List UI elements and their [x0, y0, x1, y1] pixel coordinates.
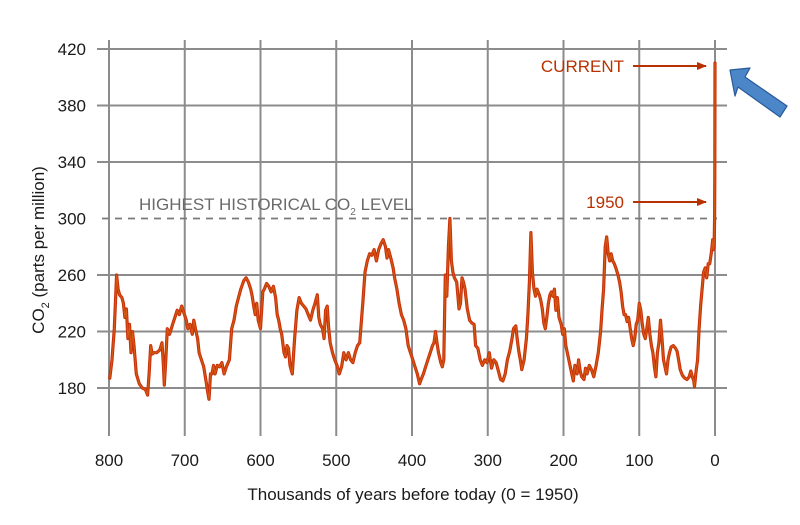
y-axis-ticks: 180 220 260 300 340 380 420 [58, 40, 86, 398]
x-tick-label: 300 [474, 451, 502, 470]
series-group [108, 61, 717, 401]
x-axis-ticks: 800 700 600 500 400 300 200 100 0 [95, 451, 720, 470]
y-tick-label: 340 [58, 153, 86, 172]
annotation-current: CURRENT [541, 57, 624, 76]
x-tick-label: 500 [322, 451, 350, 470]
y-tick-label: 420 [58, 40, 86, 59]
y-axis-label-subscript: 2 [40, 302, 52, 308]
y-axis-label-rest: (parts per million) [29, 166, 48, 302]
x-tick-label: 200 [549, 451, 577, 470]
pointer-arrow-icon [729, 67, 788, 118]
grid [97, 40, 727, 436]
blue-arrow-shape [729, 67, 788, 118]
x-tick-label: 800 [95, 451, 123, 470]
x-tick-label: 100 [625, 451, 653, 470]
annotations-group: CURRENT 1950 [541, 57, 707, 212]
x-tick-label: 700 [171, 451, 199, 470]
x-tick-label: 0 [710, 451, 719, 470]
y-tick-label: 220 [58, 323, 86, 342]
y-axis-label: CO2 (parts per million) [29, 166, 52, 334]
y-axis-label-main: CO [29, 308, 48, 334]
y-tick-label: 180 [58, 379, 86, 398]
reference-label-subscript: 2 [350, 207, 356, 218]
x-tick-label: 600 [246, 451, 274, 470]
y-tick-label: 300 [58, 210, 86, 229]
y-tick-label: 380 [58, 97, 86, 116]
reference-label-rest: LEVEL [356, 195, 414, 214]
series-line-co2-highlight [109, 63, 716, 400]
y-tick-label: 260 [58, 266, 86, 285]
x-tick-label: 400 [398, 451, 426, 470]
x-axis-label: Thousands of years before today (0 = 195… [247, 485, 578, 504]
annotation-1950: 1950 [586, 193, 624, 212]
reference-line-label: HIGHEST HISTORICAL CO2 LEVEL [139, 195, 414, 218]
reference-label-main: HIGHEST HISTORICAL CO [139, 195, 350, 214]
